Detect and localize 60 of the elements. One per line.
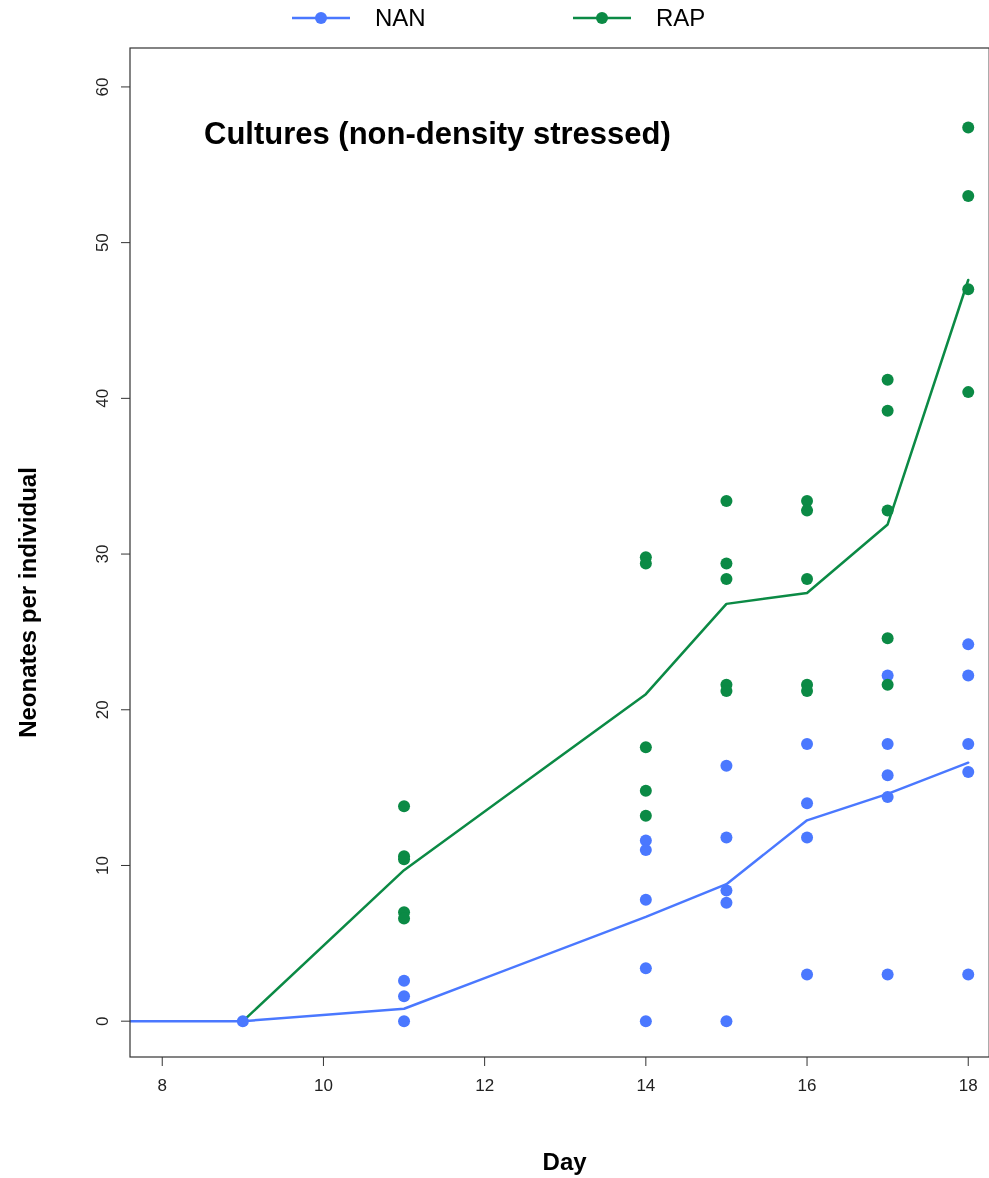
point [639, 962, 652, 975]
point [720, 759, 733, 772]
x-tick-label: 16 [797, 1076, 817, 1095]
point [881, 738, 894, 751]
point [962, 121, 975, 134]
y-tick-label: 0 [93, 1016, 112, 1026]
point [881, 373, 894, 386]
x-tick-label: 10 [313, 1076, 333, 1095]
point [639, 1015, 652, 1028]
point [801, 572, 814, 585]
y-tick-label: 20 [93, 700, 112, 720]
point [720, 495, 733, 508]
point [962, 766, 975, 779]
point [720, 896, 733, 909]
point [398, 1015, 411, 1028]
point [720, 884, 733, 897]
point [720, 572, 733, 585]
legend-label: RAP [656, 4, 706, 31]
point [720, 557, 733, 570]
x-tick-label: 12 [475, 1076, 495, 1095]
y-axis-title: Neonates per individual [14, 467, 41, 738]
point [881, 790, 894, 803]
point [398, 800, 411, 813]
point [639, 893, 652, 906]
point [881, 404, 894, 417]
point [801, 797, 814, 810]
point [881, 968, 894, 981]
point [962, 189, 975, 202]
point [639, 741, 652, 754]
point [720, 831, 733, 844]
x-tick-label: 18 [958, 1076, 978, 1095]
y-tick-label: 30 [93, 544, 112, 564]
legend-label: NAN [375, 4, 426, 31]
y-tick-label: 50 [93, 233, 112, 253]
text: Cultures (non-density stressed) [204, 116, 671, 151]
point [236, 1015, 249, 1028]
point [801, 738, 814, 751]
point [801, 831, 814, 844]
point [881, 678, 894, 691]
x-tick-label: 8 [157, 1076, 167, 1095]
point [881, 632, 894, 645]
point [962, 386, 975, 399]
point [881, 769, 894, 782]
y-tick-label: 10 [93, 856, 112, 875]
point [639, 784, 652, 797]
x-axis-title: Day [542, 1148, 588, 1175]
point [801, 968, 814, 981]
point [398, 974, 411, 987]
point [962, 968, 975, 981]
point [962, 738, 975, 751]
point [720, 1015, 733, 1028]
point [962, 638, 975, 651]
point [639, 809, 652, 822]
point [398, 990, 411, 1003]
point [881, 504, 894, 517]
x-tick-label: 14 [636, 1076, 656, 1095]
y-tick-label: 40 [93, 388, 112, 408]
y-tick-label: 60 [93, 77, 112, 97]
point [962, 669, 975, 682]
point [962, 283, 975, 296]
